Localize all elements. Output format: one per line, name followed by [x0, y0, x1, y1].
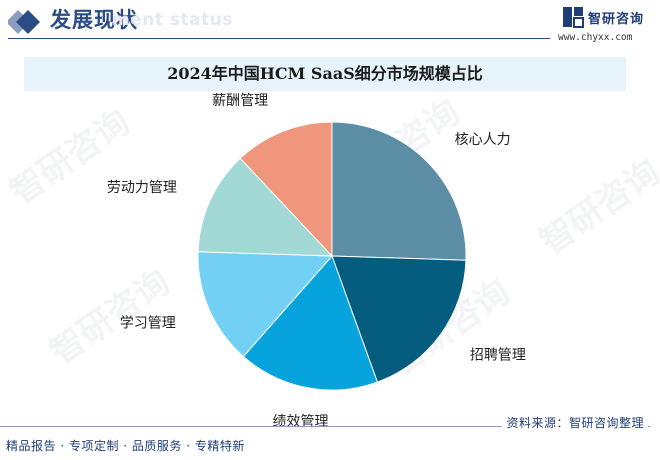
section-title: 发展现状 [50, 8, 138, 32]
header-diamond-icon [8, 10, 40, 34]
section-subtitle: ment status [112, 10, 233, 30]
pie-slice [239, 121, 333, 258]
pie-slice [331, 255, 467, 383]
brand-block: 智研咨询 www.chyxx.com [558, 6, 658, 43]
header-rule [8, 38, 550, 39]
slice-label: 薪酬管理 [212, 93, 268, 109]
brand-name: 智研咨询 [588, 12, 645, 27]
pie-slice [331, 121, 467, 261]
chart-title-band: 2024年中国HCM SaaS细分市场规模占比 [24, 57, 626, 91]
pie-slice [197, 157, 334, 257]
brand-logo-icon [563, 7, 584, 28]
slice-label: 招聘管理 [470, 348, 526, 364]
brand-url[interactable]: www.chyxx.com [558, 32, 633, 43]
chart-title: 2024年中国HCM SaaS细分市场规模占比 [167, 64, 483, 83]
slice-label: 核心人力 [455, 132, 511, 148]
footer-slogan: 精品报告 · 专项定制 · 品质服务 · 专精特新 [6, 439, 245, 453]
pie-slice [242, 255, 379, 391]
pie-slice [197, 251, 334, 358]
page-header: 发展现状 ment status 智研咨询 www.chyxx.com [0, 0, 660, 46]
slice-label: 学习管理 [120, 316, 176, 332]
source-note: 资料来源：智研咨询整理 [502, 414, 648, 431]
slice-label: 劳动力管理 [107, 180, 177, 196]
footer-rule [0, 426, 650, 427]
slice-label: 绩效管理 [273, 414, 329, 430]
